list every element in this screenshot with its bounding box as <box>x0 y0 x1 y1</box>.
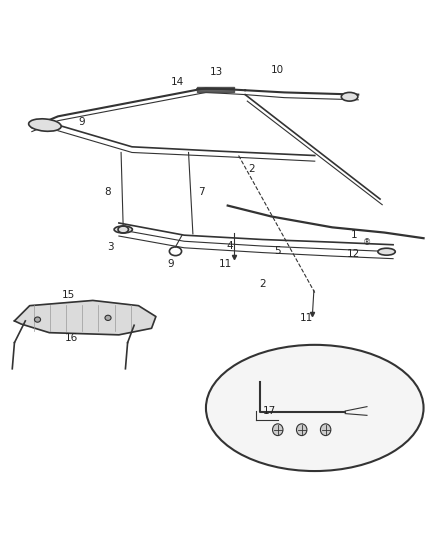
Text: ®: ® <box>363 238 371 247</box>
Text: 9: 9 <box>168 260 174 269</box>
Text: 11: 11 <box>300 313 313 323</box>
Text: 2: 2 <box>259 279 266 289</box>
Text: 4: 4 <box>226 240 233 251</box>
Ellipse shape <box>297 424 307 435</box>
Text: 2: 2 <box>248 164 255 174</box>
Text: 13: 13 <box>210 67 223 77</box>
Ellipse shape <box>105 315 111 320</box>
Ellipse shape <box>35 317 41 322</box>
Text: 17: 17 <box>262 406 276 416</box>
Text: 11: 11 <box>219 260 232 269</box>
Ellipse shape <box>28 119 61 131</box>
Ellipse shape <box>206 345 424 471</box>
Ellipse shape <box>114 226 132 233</box>
Text: 3: 3 <box>107 242 113 252</box>
Text: 9: 9 <box>78 117 85 127</box>
Text: 8: 8 <box>105 187 111 197</box>
Text: 1: 1 <box>350 230 357 240</box>
Ellipse shape <box>272 424 283 435</box>
Text: 12: 12 <box>347 249 360 260</box>
Text: 10: 10 <box>271 65 284 75</box>
Polygon shape <box>14 301 156 335</box>
Text: 16: 16 <box>64 333 78 343</box>
Text: 15: 15 <box>62 290 75 300</box>
Text: 7: 7 <box>198 187 205 197</box>
Text: 5: 5 <box>275 246 281 256</box>
Ellipse shape <box>378 248 395 255</box>
Ellipse shape <box>341 92 358 101</box>
Ellipse shape <box>321 424 331 435</box>
Text: 14: 14 <box>171 77 184 86</box>
